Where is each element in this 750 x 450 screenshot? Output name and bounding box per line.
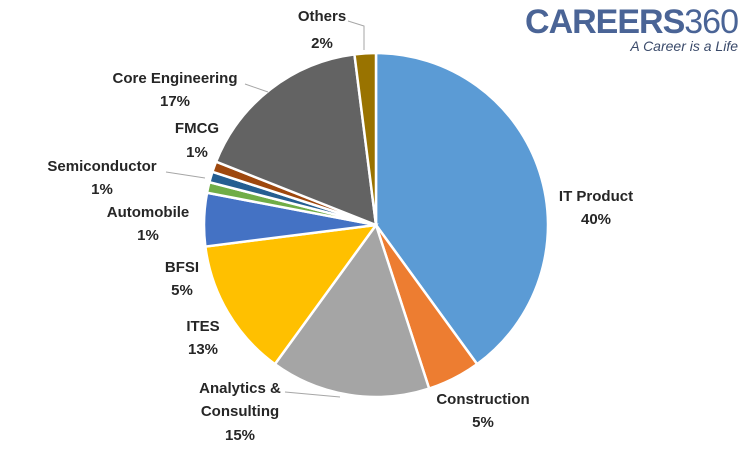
pie-slice-core-engineering: [214, 52, 378, 227]
pie-slice-analytics-consulting: [273, 222, 431, 399]
data-label: Analytics & Consulting 15%: [199, 380, 281, 444]
logo-brand: CAREERS: [525, 3, 685, 41]
slice-category-label: Semiconductor: [47, 158, 156, 175]
logo-tagline: A Career is a Life: [630, 38, 738, 54]
slice-category-label: Automobile: [107, 204, 190, 221]
leader-line: [165, 171, 206, 179]
slice-category-label: Analytics &: [199, 380, 281, 397]
leader-line: [284, 391, 341, 398]
slice-category-label: Construction: [436, 391, 529, 408]
slice-percent-label: 17%: [160, 93, 190, 110]
pie-slice-others: [353, 51, 378, 226]
slice-category-label: BFSI: [165, 259, 199, 276]
data-label: Core Engineering 17%: [112, 70, 237, 110]
leader-line: [244, 83, 269, 93]
slice-percent-label: 1%: [186, 144, 208, 161]
slice-category-label: Core Engineering: [112, 70, 237, 87]
data-label: IT Product 40%: [559, 188, 633, 228]
careers360-logo: CAREERS360 A Career is a Life: [525, 3, 739, 54]
slice-percent-label: 5%: [472, 414, 494, 431]
slice-category-label: FMCG: [175, 120, 219, 137]
slice-percent-label: 1%: [91, 181, 113, 198]
slice-category-label: IT Product: [559, 188, 633, 205]
data-label: ITES 13%: [186, 318, 219, 358]
data-label: Automobile 1%: [107, 204, 190, 244]
slice-category-label: ITES: [186, 318, 219, 335]
data-label: BFSI 5%: [165, 259, 199, 299]
slice-percent-label: 1%: [137, 227, 159, 244]
data-label: FMCG 1%: [175, 120, 219, 161]
slice-percent-label: 5%: [171, 282, 193, 299]
slice-percent-label: 40%: [581, 211, 611, 228]
pie-slice-ites: [203, 223, 379, 366]
data-label: Others 2%: [298, 8, 346, 52]
data-label: Construction 5%: [436, 391, 529, 431]
slice-category-label: Others: [298, 8, 346, 25]
slice-percent-label: 13%: [188, 341, 218, 358]
slice-percent-label: 15%: [225, 427, 255, 444]
pie-slice-it-product: [374, 51, 550, 366]
slice-category-label: Consulting: [201, 403, 279, 420]
leader-line: [347, 20, 365, 50]
data-label: Semiconductor 1%: [47, 158, 156, 198]
logo-number: 360: [684, 3, 739, 41]
slice-percent-label: 2%: [311, 35, 333, 52]
